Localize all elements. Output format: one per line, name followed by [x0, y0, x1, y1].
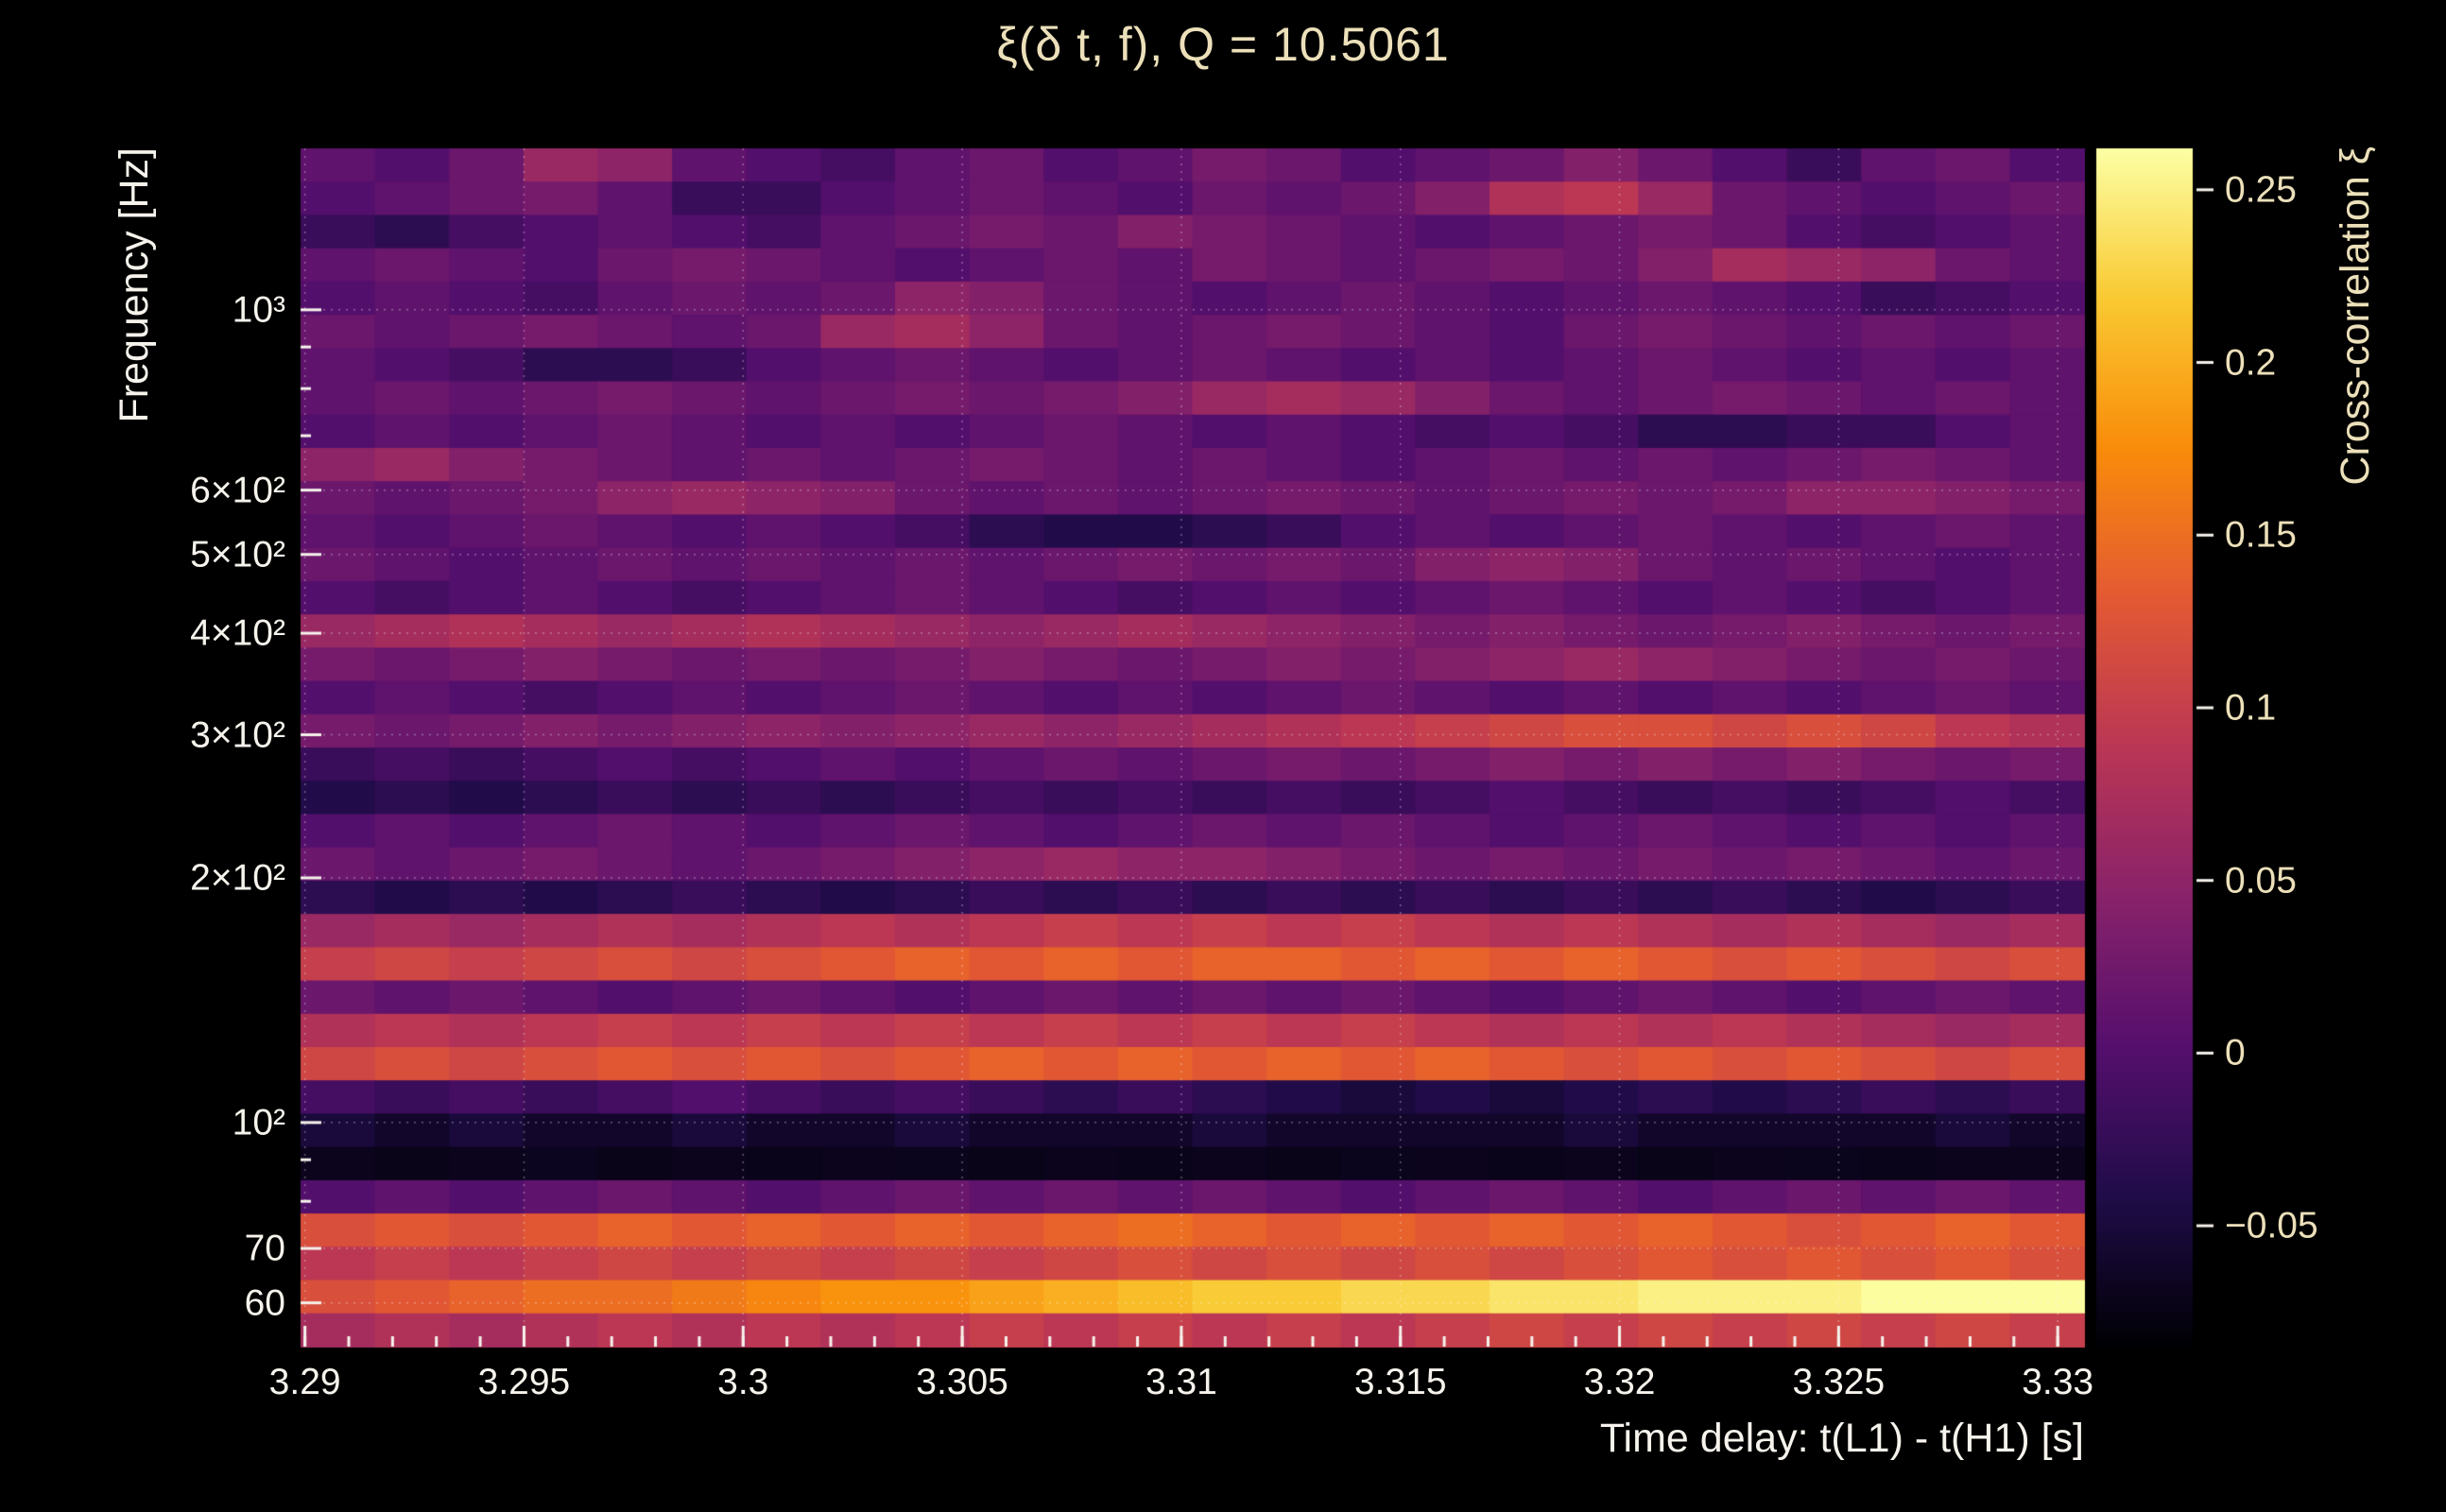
x-tick-label: 3.32: [1583, 1362, 1656, 1402]
y-tick-label: 10³: [232, 289, 285, 331]
colorbar-tick-label: 0.25: [2225, 169, 2297, 211]
plot-title: ξ(δ t, f), Q = 10.5061: [996, 18, 1450, 71]
y-tick-label: 3×10²: [190, 714, 285, 756]
colorbar-title: Cross-correlation ξ: [2333, 146, 2378, 486]
x-tick-label: 3.295: [477, 1362, 571, 1402]
y-tick-label: 60: [244, 1282, 285, 1324]
y-tick-label: 4×10²: [190, 612, 285, 654]
y-tick-label: 70: [244, 1228, 285, 1269]
colorbar-tick-label: 0.1: [2225, 687, 2277, 729]
x-axis-title: Time delay: t(L1) - t(H1) [s]: [1599, 1416, 2084, 1461]
colorbar-tick-label: 0: [2225, 1032, 2246, 1074]
x-tick-label: 3.325: [1792, 1362, 1886, 1402]
x-tick-label: 3.31: [1145, 1362, 1217, 1402]
y-tick-label: 10²: [232, 1102, 285, 1143]
y-tick-label: 2×10²: [190, 857, 285, 899]
colorbar-tick-label: −0.05: [2225, 1205, 2318, 1246]
y-tick-label: 6×10²: [190, 470, 285, 511]
x-tick-label: 3.315: [1353, 1362, 1447, 1402]
y-axis-title: Frequency [Hz]: [112, 147, 157, 423]
colorbar-tick-label: 0.15: [2225, 514, 2297, 556]
colorbar-tick-label: 0.2: [2225, 342, 2277, 384]
x-tick-label: 3.305: [916, 1362, 1008, 1402]
colorbar-tick-label: 0.05: [2225, 860, 2297, 902]
x-tick-label: 3.29: [268, 1362, 341, 1402]
x-tick-label: 3.3: [717, 1362, 769, 1402]
y-tick-label: 5×10²: [190, 534, 285, 576]
x-tick-label: 3.33: [2022, 1362, 2094, 1402]
